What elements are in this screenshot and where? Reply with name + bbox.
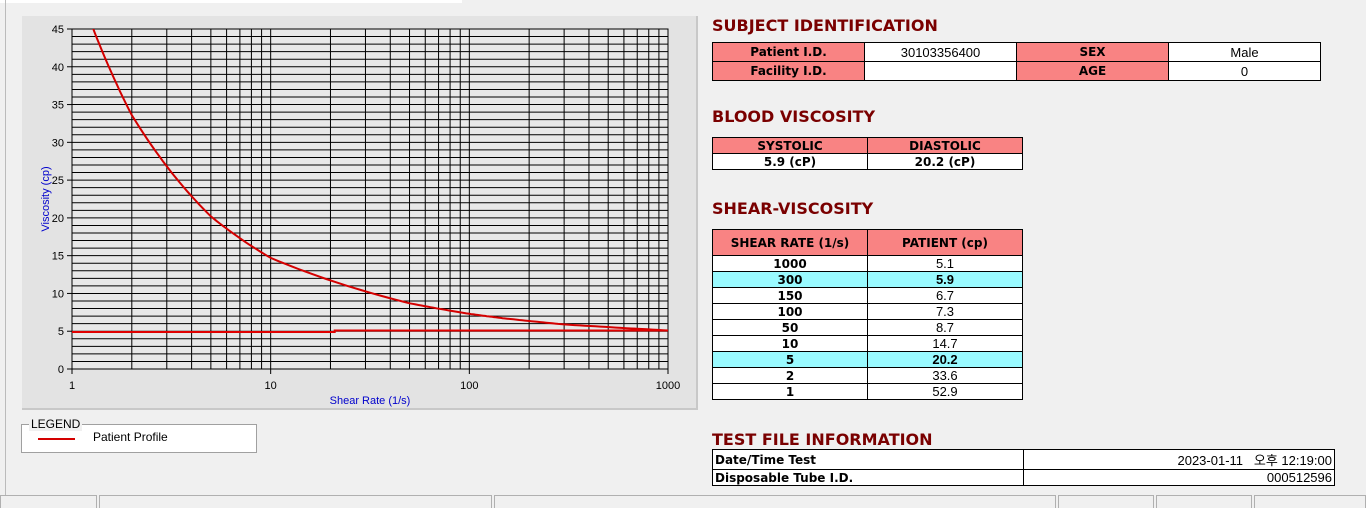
patient-value-cell: 52.9 (867, 383, 1023, 400)
y-tick-label: 0 (58, 364, 64, 376)
shear-rate-cell: 5 (712, 351, 868, 368)
x-axis-label: Shear Rate (1/s) (330, 395, 411, 407)
tube-id-label: Disposable Tube I.D. (712, 469, 1024, 486)
patient-value-cell: 6.7 (867, 287, 1023, 304)
shear-rate-cell: 2 (712, 367, 868, 384)
subject-table: Patient I.D. 30103356400 SEX Male Facili… (712, 42, 1321, 81)
shear-rate-header: SHEAR RATE (1/s) (712, 229, 868, 256)
patient-profile-line (92, 29, 668, 332)
status-pane (99, 495, 492, 508)
systolic-label: SYSTOLIC (712, 137, 868, 154)
x-tick-label: 1 (69, 380, 75, 392)
test-file-title: TEST FILE INFORMATION (712, 430, 933, 449)
blood-viscosity-title: BLOOD VISCOSITY (712, 107, 876, 126)
legend-title: LEGEND (29, 417, 83, 431)
y-tick-label: 25 (52, 175, 64, 187)
plot-area (71, 28, 669, 370)
test-file-table: Date/Time Test 2023-01-11 오후 12:19:00 Di… (712, 449, 1335, 486)
facility-id-value (864, 61, 1017, 81)
age-label: AGE (1016, 61, 1169, 81)
viscosity-chart: 0 5 10 15 20 25 30 35 40 45 1 10 100 1000 Shear Rate (… (40, 24, 680, 407)
patient-id-label: Patient I.D. (712, 42, 865, 62)
shear-viscosity-table: SHEAR RATE (1/s) PATIENT (cp) 1000 5.1 300… (712, 229, 1023, 400)
shear-rate-cell: 1 (712, 383, 868, 400)
facility-id-label: Facility I.D. (712, 61, 865, 81)
x-tick-label: 10 (265, 380, 277, 392)
y-axis-label: Viscosity (cp) (40, 166, 52, 231)
diastolic-label: DIASTOLIC (867, 137, 1023, 154)
reference-line (72, 329, 668, 333)
patient-value-cell: 20.2 (867, 351, 1023, 368)
status-pane (1156, 495, 1252, 508)
status-pane (494, 495, 1056, 508)
patient-id-value: 30103356400 (864, 42, 1017, 62)
y-tick-label: 40 (52, 62, 64, 74)
subject-title: SUBJECT IDENTIFICATION (712, 16, 938, 35)
table-row: 1000 5.1 (712, 255, 1023, 272)
patient-value-cell: 14.7 (867, 335, 1023, 352)
patient-value-cell: 5.9 (867, 271, 1023, 288)
table-row: 100 7.3 (712, 303, 1023, 320)
status-pane (1058, 495, 1154, 508)
table-row: 2 33.6 (712, 367, 1023, 384)
y-tick-label: 30 (52, 137, 64, 149)
legend-label: Patient Profile (93, 430, 168, 444)
patient-header: PATIENT (cp) (867, 229, 1023, 256)
shear-rate-cell: 10 (712, 335, 868, 352)
table-row: 300 5.9 (712, 271, 1023, 288)
shear-rate-cell: 1000 (712, 255, 868, 272)
y-tick-label: 45 (52, 24, 64, 36)
legend: LEGEND Patient Profile (21, 417, 257, 453)
patient-value-cell: 8.7 (867, 319, 1023, 336)
table-row: 1 52.9 (712, 383, 1023, 400)
top-edge (0, 0, 462, 3)
table-row: 50 8.7 (712, 319, 1023, 336)
x-tick-label: 1000 (656, 380, 680, 392)
table-row: 10 14.7 (712, 335, 1023, 352)
y-tick-label: 5 (58, 326, 64, 338)
shear-rate-cell: 100 (712, 303, 868, 320)
patient-value-cell: 5.1 (867, 255, 1023, 272)
y-tick-label: 20 (52, 213, 64, 225)
systolic-value: 5.9 (cP) (712, 153, 868, 170)
sex-value: Male (1168, 42, 1321, 62)
status-pane (0, 495, 97, 508)
patient-value-cell: 33.6 (867, 367, 1023, 384)
shear-rate-cell: 150 (712, 287, 868, 304)
sex-label: SEX (1016, 42, 1169, 62)
x-tick-label: 100 (460, 380, 478, 392)
y-tick-label: 15 (52, 251, 64, 263)
chart-panel: 0 5 10 15 20 25 30 35 40 45 1 10 100 1000 Shear Rate (… (22, 16, 698, 410)
table-row: 5 20.2 (712, 351, 1023, 368)
left-divider (5, 0, 6, 495)
status-pane (1254, 495, 1366, 508)
tube-id-value: 000512596 (1023, 469, 1335, 486)
shear-rate-cell: 300 (712, 271, 868, 288)
y-tick-label: 35 (52, 100, 64, 112)
age-value: 0 (1168, 61, 1321, 81)
diastolic-value: 20.2 (cP) (867, 153, 1023, 170)
y-tick-label: 10 (52, 288, 64, 300)
datetime-label: Date/Time Test (712, 449, 1024, 470)
shear-viscosity-title: SHEAR-VISCOSITY (712, 199, 874, 218)
shear-rate-cell: 50 (712, 319, 868, 336)
datetime-value: 2023-01-11 오후 12:19:00 (1023, 449, 1335, 470)
patient-value-cell: 7.3 (867, 303, 1023, 320)
table-row: 150 6.7 (712, 287, 1023, 304)
blood-viscosity-table: SYSTOLIC DIASTOLIC 5.9 (cP) 20.2 (cP) (712, 137, 1023, 170)
legend-swatch (38, 438, 75, 440)
